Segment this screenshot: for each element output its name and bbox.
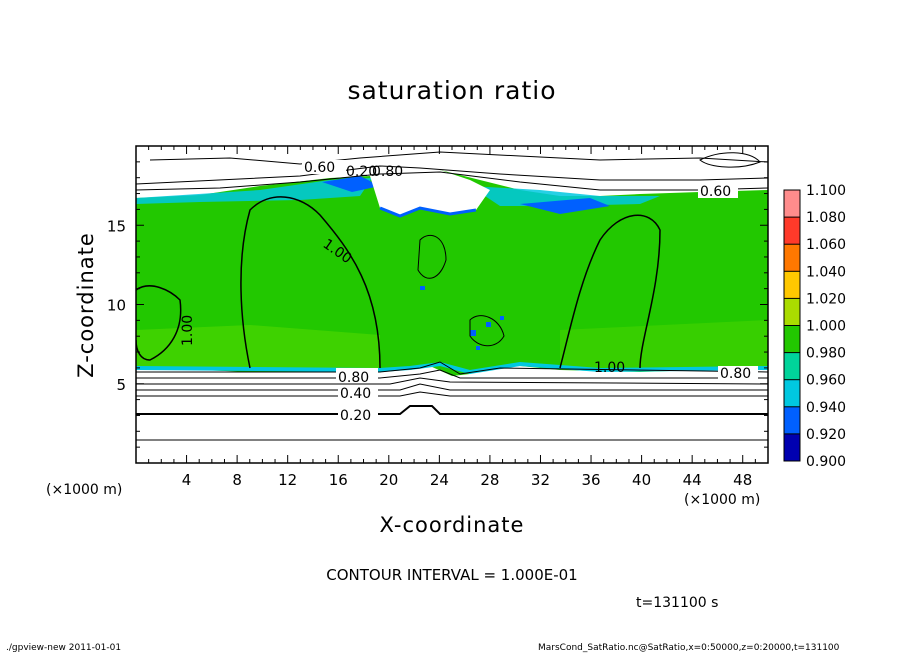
contour-label: 0.60 <box>700 184 731 200</box>
x-tick-label: 20 <box>379 471 398 489</box>
x-axis-unit: (×1000 m) <box>684 492 761 508</box>
y-tick-label: 10 <box>107 297 126 315</box>
x-axis: 4 8 12 16 20 24 28 32 36 40 44 48 <box>148 146 756 489</box>
contour-label: 0.40 <box>340 386 371 402</box>
lower-tint-right <box>560 320 768 370</box>
x-tick-label: 12 <box>278 471 297 489</box>
contour-label: 0.80 <box>720 366 751 382</box>
x-tick-label: 4 <box>182 471 192 489</box>
contour-label: 0.80 <box>372 164 403 180</box>
colorbar-swatch <box>784 379 800 407</box>
colorbar-label: 0.940 <box>806 400 846 416</box>
colorbar-label: 1.080 <box>806 210 846 226</box>
footer-program-info: ./gpview-new 2011-01-01 <box>6 643 122 653</box>
contour-interval-text: CONTOUR INTERVAL = 1.000E-01 <box>326 566 578 584</box>
contour-label-group: 0.60 0.20 1.00 1.00 0.60 0.80 0.40 0.20 … <box>180 160 758 424</box>
x-tick-label: 32 <box>531 471 550 489</box>
blue-patch-left <box>136 178 372 204</box>
colorbar-swatch <box>784 244 800 272</box>
time-label: t=131100 s <box>636 595 719 611</box>
colorbar-swatch <box>784 406 800 434</box>
colorbar-label: 0.980 <box>806 346 846 362</box>
hole-center <box>370 166 490 216</box>
contour-lines <box>136 151 768 441</box>
colorbar-label: 1.100 <box>806 183 846 199</box>
blue-patch-right-dark <box>520 198 610 214</box>
colorbar-label: 0.960 <box>806 373 846 389</box>
y-axis: 5 10 15 <box>107 161 768 448</box>
x-tick-label: 16 <box>329 471 348 489</box>
colorbar-label: 1.000 <box>806 319 846 335</box>
y-axis-unit: (×1000 m) <box>46 482 123 498</box>
contour-label: 1.00 <box>180 315 196 346</box>
plot-field: 0.60 0.20 1.00 1.00 0.60 0.80 0.40 0.20 … <box>136 146 768 463</box>
contour-label: 0.20 <box>346 164 377 180</box>
y-tick-label: 15 <box>107 217 126 235</box>
colorbar-label: 0.900 <box>806 454 846 470</box>
colorbar-swatch <box>784 190 800 218</box>
contour-label: 1.00 <box>594 360 625 376</box>
x-tick-label: 40 <box>632 471 651 489</box>
colorbar-swatch <box>784 325 800 353</box>
x-tick-label: 44 <box>683 471 702 489</box>
colorbar-swatch <box>784 433 800 461</box>
colorbar: 1.100 1.080 1.060 1.040 1.020 1.000 0.980 0.960… <box>783 183 846 470</box>
colorbar-label: 1.020 <box>806 291 846 307</box>
x-tick-label: 8 <box>232 471 242 489</box>
blue-patch-mid <box>322 176 380 192</box>
x-tick-label: 24 <box>430 471 449 489</box>
x-tick-label: 48 <box>733 471 752 489</box>
blue-patch-right <box>470 186 660 206</box>
chart-title: saturation ratio <box>347 76 557 105</box>
colorbar-swatch <box>784 298 800 326</box>
y-tick-label: 5 <box>116 376 126 394</box>
x-tick-label: 28 <box>480 471 499 489</box>
colorbar-swatch <box>784 352 800 380</box>
colorbar-swatch <box>784 271 800 299</box>
x-tick-label: 36 <box>581 471 600 489</box>
contour-label: 0.60 <box>304 160 335 176</box>
lower-tint <box>136 325 380 370</box>
x-axis-label: X-coordinate <box>379 513 525 537</box>
contour-label: 0.80 <box>338 370 369 386</box>
colorbar-label: 0.920 <box>806 427 846 443</box>
colorbar-swatch <box>784 217 800 245</box>
footer-file-info: MarsCond_SatRatio.nc@SatRatio,x=0:50000,… <box>538 643 840 653</box>
saturated-region <box>136 170 768 376</box>
colorbar-label: 1.040 <box>806 264 846 280</box>
contour-label: 0.20 <box>340 408 371 424</box>
colorbar-label: 1.060 <box>806 237 846 253</box>
hole-center-blue-edge <box>379 206 477 218</box>
